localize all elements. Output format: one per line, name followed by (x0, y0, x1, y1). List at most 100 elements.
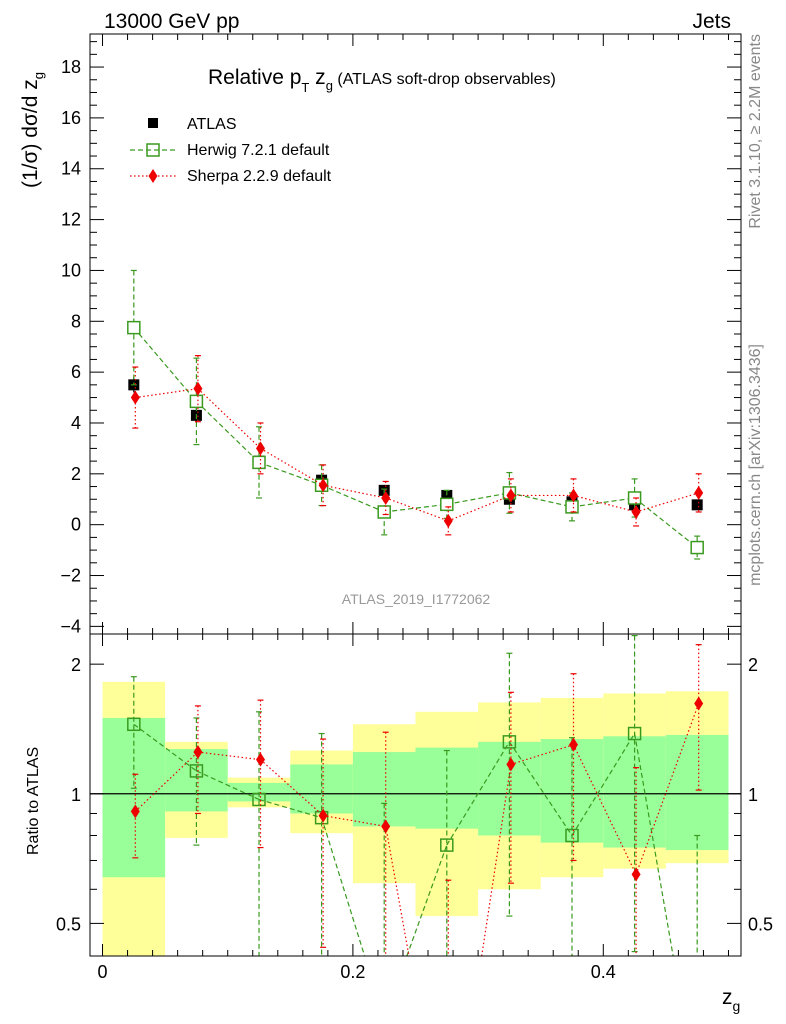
herwig-line-segment (509, 492, 573, 508)
sherpa-line-segment (573, 494, 637, 513)
x-tick-label: 0 (98, 962, 108, 982)
legend: ATLAS Herwig 7.2.1 default Sherpa 2.2.9 … (130, 116, 332, 185)
sherpa-point (631, 504, 641, 519)
top-y-tick-label: 4 (71, 413, 81, 433)
herwig-point (189, 394, 204, 409)
herwig-ratio-line-segment (258, 798, 322, 819)
herwig-point (690, 540, 704, 555)
herwig-point (377, 505, 391, 519)
sherpa-line-segment (322, 484, 386, 499)
sherpa-ratio-line-segment (481, 764, 512, 957)
legend-herwig-marker (146, 143, 160, 157)
data-series (127, 269, 704, 957)
herwig-line-segment (133, 327, 197, 402)
top-y-tick-label: 2 (71, 464, 81, 484)
herwig-line-segment (634, 497, 698, 549)
rivet-label: Rivet 3.1.10, ≥ 2.2M events (747, 34, 764, 229)
top-y-tick-label: −4 (60, 616, 81, 636)
atlas-point (691, 499, 703, 511)
ratio-band-green (665, 734, 729, 851)
plot-title: Relative pT zg (ATLAS soft-drop observab… (208, 66, 556, 95)
herwig-line-segment (258, 461, 322, 486)
herwig-ratio-point (127, 717, 141, 732)
legend-atlas-label: ATLAS (187, 116, 237, 133)
sherpa-point (694, 485, 704, 500)
sherpa-point (193, 381, 203, 396)
sherpa-point (443, 513, 453, 528)
bottom-panel-frame (89, 633, 742, 957)
herwig-line-segment (195, 400, 260, 463)
bottom-y-axis-title: Ratio to ATLAS (25, 747, 42, 855)
sherpa-ratio-line-segment (197, 751, 261, 761)
legend-herwig-label: Herwig 7.2.1 default (187, 142, 330, 159)
sherpa-point (130, 390, 140, 405)
sherpa-line-segment (197, 388, 261, 449)
sherpa-ratio-point (381, 819, 391, 834)
energy-label: 13000 GeV pp (104, 10, 239, 33)
herwig-line-segment (384, 503, 447, 513)
herwig-ratio-line-segment (446, 741, 510, 846)
legend-sherpa-label: Sherpa 2.2.9 default (187, 168, 332, 185)
ratio-band-green (290, 764, 353, 814)
herwig-ratio-line-segment (571, 733, 636, 836)
sherpa-line-segment (260, 447, 324, 486)
herwig-point (252, 455, 266, 470)
analysis-id: ATLAS_2019_I1772062 (342, 591, 491, 607)
bottom-y-tick-label: 0.5 (56, 914, 81, 934)
atlas-point (441, 489, 453, 501)
herwig-line-segment (446, 492, 510, 505)
herwig-ratio-point (440, 838, 454, 852)
top-y-tick-label: 10 (61, 260, 81, 280)
herwig-ratio-line-segment (633, 733, 674, 957)
herwig-ratio-line-segment (508, 741, 573, 836)
herwig-ratio-point (627, 726, 642, 741)
herwig-point (127, 320, 141, 335)
top-y-axis-title: (1/σ) dσ/d zg (19, 72, 46, 188)
sherpa-ratio-line-segment (323, 814, 386, 827)
bottom-y-tick-label-right: 2 (748, 655, 758, 675)
herwig-ratio-point (189, 764, 204, 778)
top-y-tick-label: 0 (71, 515, 81, 535)
sherpa-ratio-point (631, 867, 641, 882)
sherpa-line-segment (135, 388, 198, 399)
sherpa-point (568, 488, 578, 503)
top-y-tick-label: 6 (71, 362, 81, 382)
herwig-ratio-line-segment (406, 844, 448, 957)
bottom-y-tick-label: 1 (71, 785, 81, 805)
herwig-ratio-line-segment (133, 723, 197, 772)
bottom-y-tick-label: 2 (71, 655, 81, 675)
herwig-ratio-point (502, 735, 517, 749)
herwig-line-segment (571, 497, 635, 508)
x-tick-label: 0.4 (591, 962, 616, 982)
sherpa-point (381, 490, 391, 505)
top-y-tick-label: 14 (61, 159, 81, 179)
sherpa-point (318, 478, 328, 493)
sherpa-ratio-point (568, 737, 578, 752)
herwig-ratio-line-segment (196, 770, 260, 801)
sherpa-line-segment (448, 494, 512, 522)
legend-sherpa-marker (148, 169, 158, 183)
top-y-tick-label: 18 (61, 57, 81, 77)
herwig-point (565, 500, 579, 514)
top-y-tick-label: 12 (61, 210, 81, 230)
herwig-ratio-line-segment (321, 817, 366, 957)
sherpa-line-segment (385, 497, 449, 522)
sherpa-ratio-point (694, 696, 704, 711)
top-y-tick-label: 16 (61, 108, 81, 128)
sherpa-ratio-point (318, 808, 328, 823)
top-y-tick-label: −2 (60, 566, 81, 586)
process-label: Jets (692, 10, 731, 33)
x-axis-title: zg (722, 986, 740, 1014)
x-tick-label: 0.2 (340, 962, 365, 982)
sherpa-point (256, 441, 266, 456)
legend-atlas-marker (148, 118, 158, 128)
sherpa-ratio-point (130, 804, 140, 819)
herwig-ratio-point (565, 828, 579, 843)
mcplots-label: mcplots.cern.ch [arXiv:1306.3436] (747, 344, 764, 586)
sherpa-ratio-point (193, 745, 203, 760)
top-y-tick-label: 8 (71, 311, 81, 331)
sherpa-ratio-point (506, 757, 516, 772)
bottom-y-tick-label-right: 1 (748, 785, 758, 805)
